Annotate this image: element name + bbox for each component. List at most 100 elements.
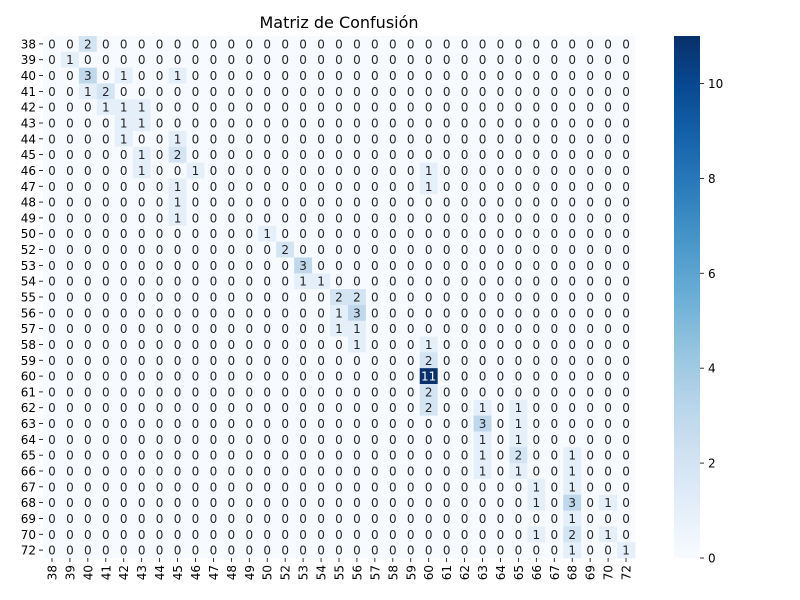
heatmap-cell bbox=[545, 146, 564, 163]
cell-value-label: 1 bbox=[299, 275, 307, 289]
heatmap-cell bbox=[96, 478, 116, 496]
cell-value-label: 0 bbox=[281, 259, 289, 273]
cell-value-label: 0 bbox=[371, 101, 379, 115]
heatmap-cell bbox=[43, 320, 62, 337]
heatmap-cell bbox=[419, 336, 439, 353]
cell-value-label: 0 bbox=[174, 417, 182, 431]
heatmap-cell bbox=[276, 399, 295, 417]
heatmap-cell bbox=[545, 368, 564, 385]
cell-value-label: 0 bbox=[192, 338, 200, 352]
heatmap-cell bbox=[383, 194, 403, 211]
heatmap-cell bbox=[419, 526, 439, 543]
heatmap-cell bbox=[168, 162, 187, 179]
heatmap-cell bbox=[132, 384, 152, 401]
heatmap-cell bbox=[347, 510, 367, 527]
heatmap-cell bbox=[437, 51, 457, 69]
heatmap-cell bbox=[96, 320, 116, 337]
cell-value-label: 0 bbox=[263, 354, 271, 368]
heatmap-cell bbox=[168, 494, 187, 511]
heatmap-cell bbox=[78, 384, 98, 401]
cell-value-label: 0 bbox=[263, 465, 271, 479]
heatmap-cell bbox=[581, 130, 600, 148]
heatmap-cell bbox=[150, 320, 169, 337]
heatmap-cell bbox=[419, 210, 439, 227]
cell-value-label: 0 bbox=[479, 53, 487, 67]
cell-value-label: 0 bbox=[138, 528, 146, 542]
cell-value-label: 0 bbox=[389, 433, 397, 447]
cell-value-label: 0 bbox=[353, 243, 361, 257]
cell-value-label: 0 bbox=[84, 291, 92, 305]
cell-value-label: 0 bbox=[66, 180, 74, 194]
cell-value-label: 0 bbox=[192, 117, 200, 131]
cell-value-label: 0 bbox=[371, 117, 379, 131]
cell-value-label: 0 bbox=[443, 338, 451, 352]
y-tick-label: 59 bbox=[21, 354, 36, 368]
cell-value-label: 0 bbox=[335, 85, 343, 99]
cell-value-label: 0 bbox=[317, 101, 325, 115]
heatmap-cell bbox=[294, 99, 313, 116]
cell-value-label: 0 bbox=[210, 69, 218, 83]
heatmap-cell bbox=[347, 352, 367, 369]
cell-value-label: 0 bbox=[84, 338, 92, 352]
heatmap-cell bbox=[365, 431, 385, 448]
cell-value-label: 0 bbox=[102, 180, 110, 194]
cell-value-label: 0 bbox=[461, 117, 469, 131]
cell-value-label: 0 bbox=[228, 53, 236, 67]
heatmap-cell bbox=[491, 51, 510, 69]
cell-value-label: 0 bbox=[210, 164, 218, 178]
cell-value-label: 1 bbox=[515, 401, 523, 415]
heatmap-cell bbox=[222, 67, 241, 84]
heatmap-cell bbox=[330, 320, 349, 337]
heatmap-cell bbox=[276, 67, 295, 84]
heatmap-cell bbox=[401, 130, 421, 148]
heatmap-cell bbox=[437, 463, 457, 480]
heatmap-cell bbox=[509, 146, 528, 163]
cell-value-label: 0 bbox=[299, 338, 307, 352]
cell-value-label: 0 bbox=[210, 338, 218, 352]
heatmap-cell bbox=[509, 304, 528, 322]
cell-value-label: 0 bbox=[66, 227, 74, 241]
cell-value-label: 0 bbox=[533, 338, 541, 352]
cell-value-label: 0 bbox=[371, 354, 379, 368]
heatmap-cell bbox=[96, 225, 116, 243]
heatmap-cell bbox=[312, 304, 331, 322]
heatmap-cell bbox=[401, 241, 421, 258]
cell-value-label: 0 bbox=[389, 291, 397, 305]
cell-value-label: 0 bbox=[461, 385, 469, 399]
heatmap-cell bbox=[455, 431, 474, 448]
cell-value-label: 0 bbox=[533, 544, 541, 558]
cell-value-label: 0 bbox=[245, 180, 253, 194]
x-tick-label: 69 bbox=[584, 565, 598, 580]
heatmap-cell bbox=[365, 241, 385, 258]
cell-value-label: 0 bbox=[515, 480, 523, 494]
cell-value-label: 0 bbox=[245, 354, 253, 368]
heatmap-cell bbox=[186, 194, 205, 211]
heatmap-cell bbox=[276, 368, 295, 385]
cell-value-label: 0 bbox=[533, 117, 541, 131]
heatmap-cell bbox=[455, 257, 474, 274]
heatmap-cell bbox=[258, 399, 277, 417]
heatmap-cell bbox=[330, 51, 349, 69]
heatmap-cell bbox=[132, 304, 152, 322]
heatmap-cell bbox=[581, 304, 600, 322]
heatmap-cell bbox=[509, 463, 528, 480]
cell-value-label: 0 bbox=[461, 322, 469, 336]
heatmap-cell bbox=[43, 415, 62, 432]
heatmap-cell bbox=[222, 431, 241, 448]
heatmap-cell bbox=[473, 257, 492, 274]
cell-value-label: 0 bbox=[66, 354, 74, 368]
cell-value-label: 0 bbox=[479, 85, 487, 99]
heatmap-cell bbox=[581, 320, 600, 337]
cell-value-label: 0 bbox=[228, 243, 236, 257]
heatmap-cell bbox=[419, 431, 439, 448]
heatmap-cell bbox=[186, 241, 205, 258]
heatmap-cell bbox=[114, 542, 134, 559]
cell-value-label: 0 bbox=[479, 306, 487, 320]
heatmap-cell bbox=[419, 225, 439, 243]
heatmap-cell bbox=[455, 67, 474, 84]
heatmap-cell bbox=[491, 225, 510, 243]
heatmap-cell bbox=[96, 431, 116, 448]
heatmap-cell bbox=[509, 99, 528, 116]
heatmap-cell bbox=[455, 415, 474, 432]
cell-value-label: 0 bbox=[48, 180, 56, 194]
